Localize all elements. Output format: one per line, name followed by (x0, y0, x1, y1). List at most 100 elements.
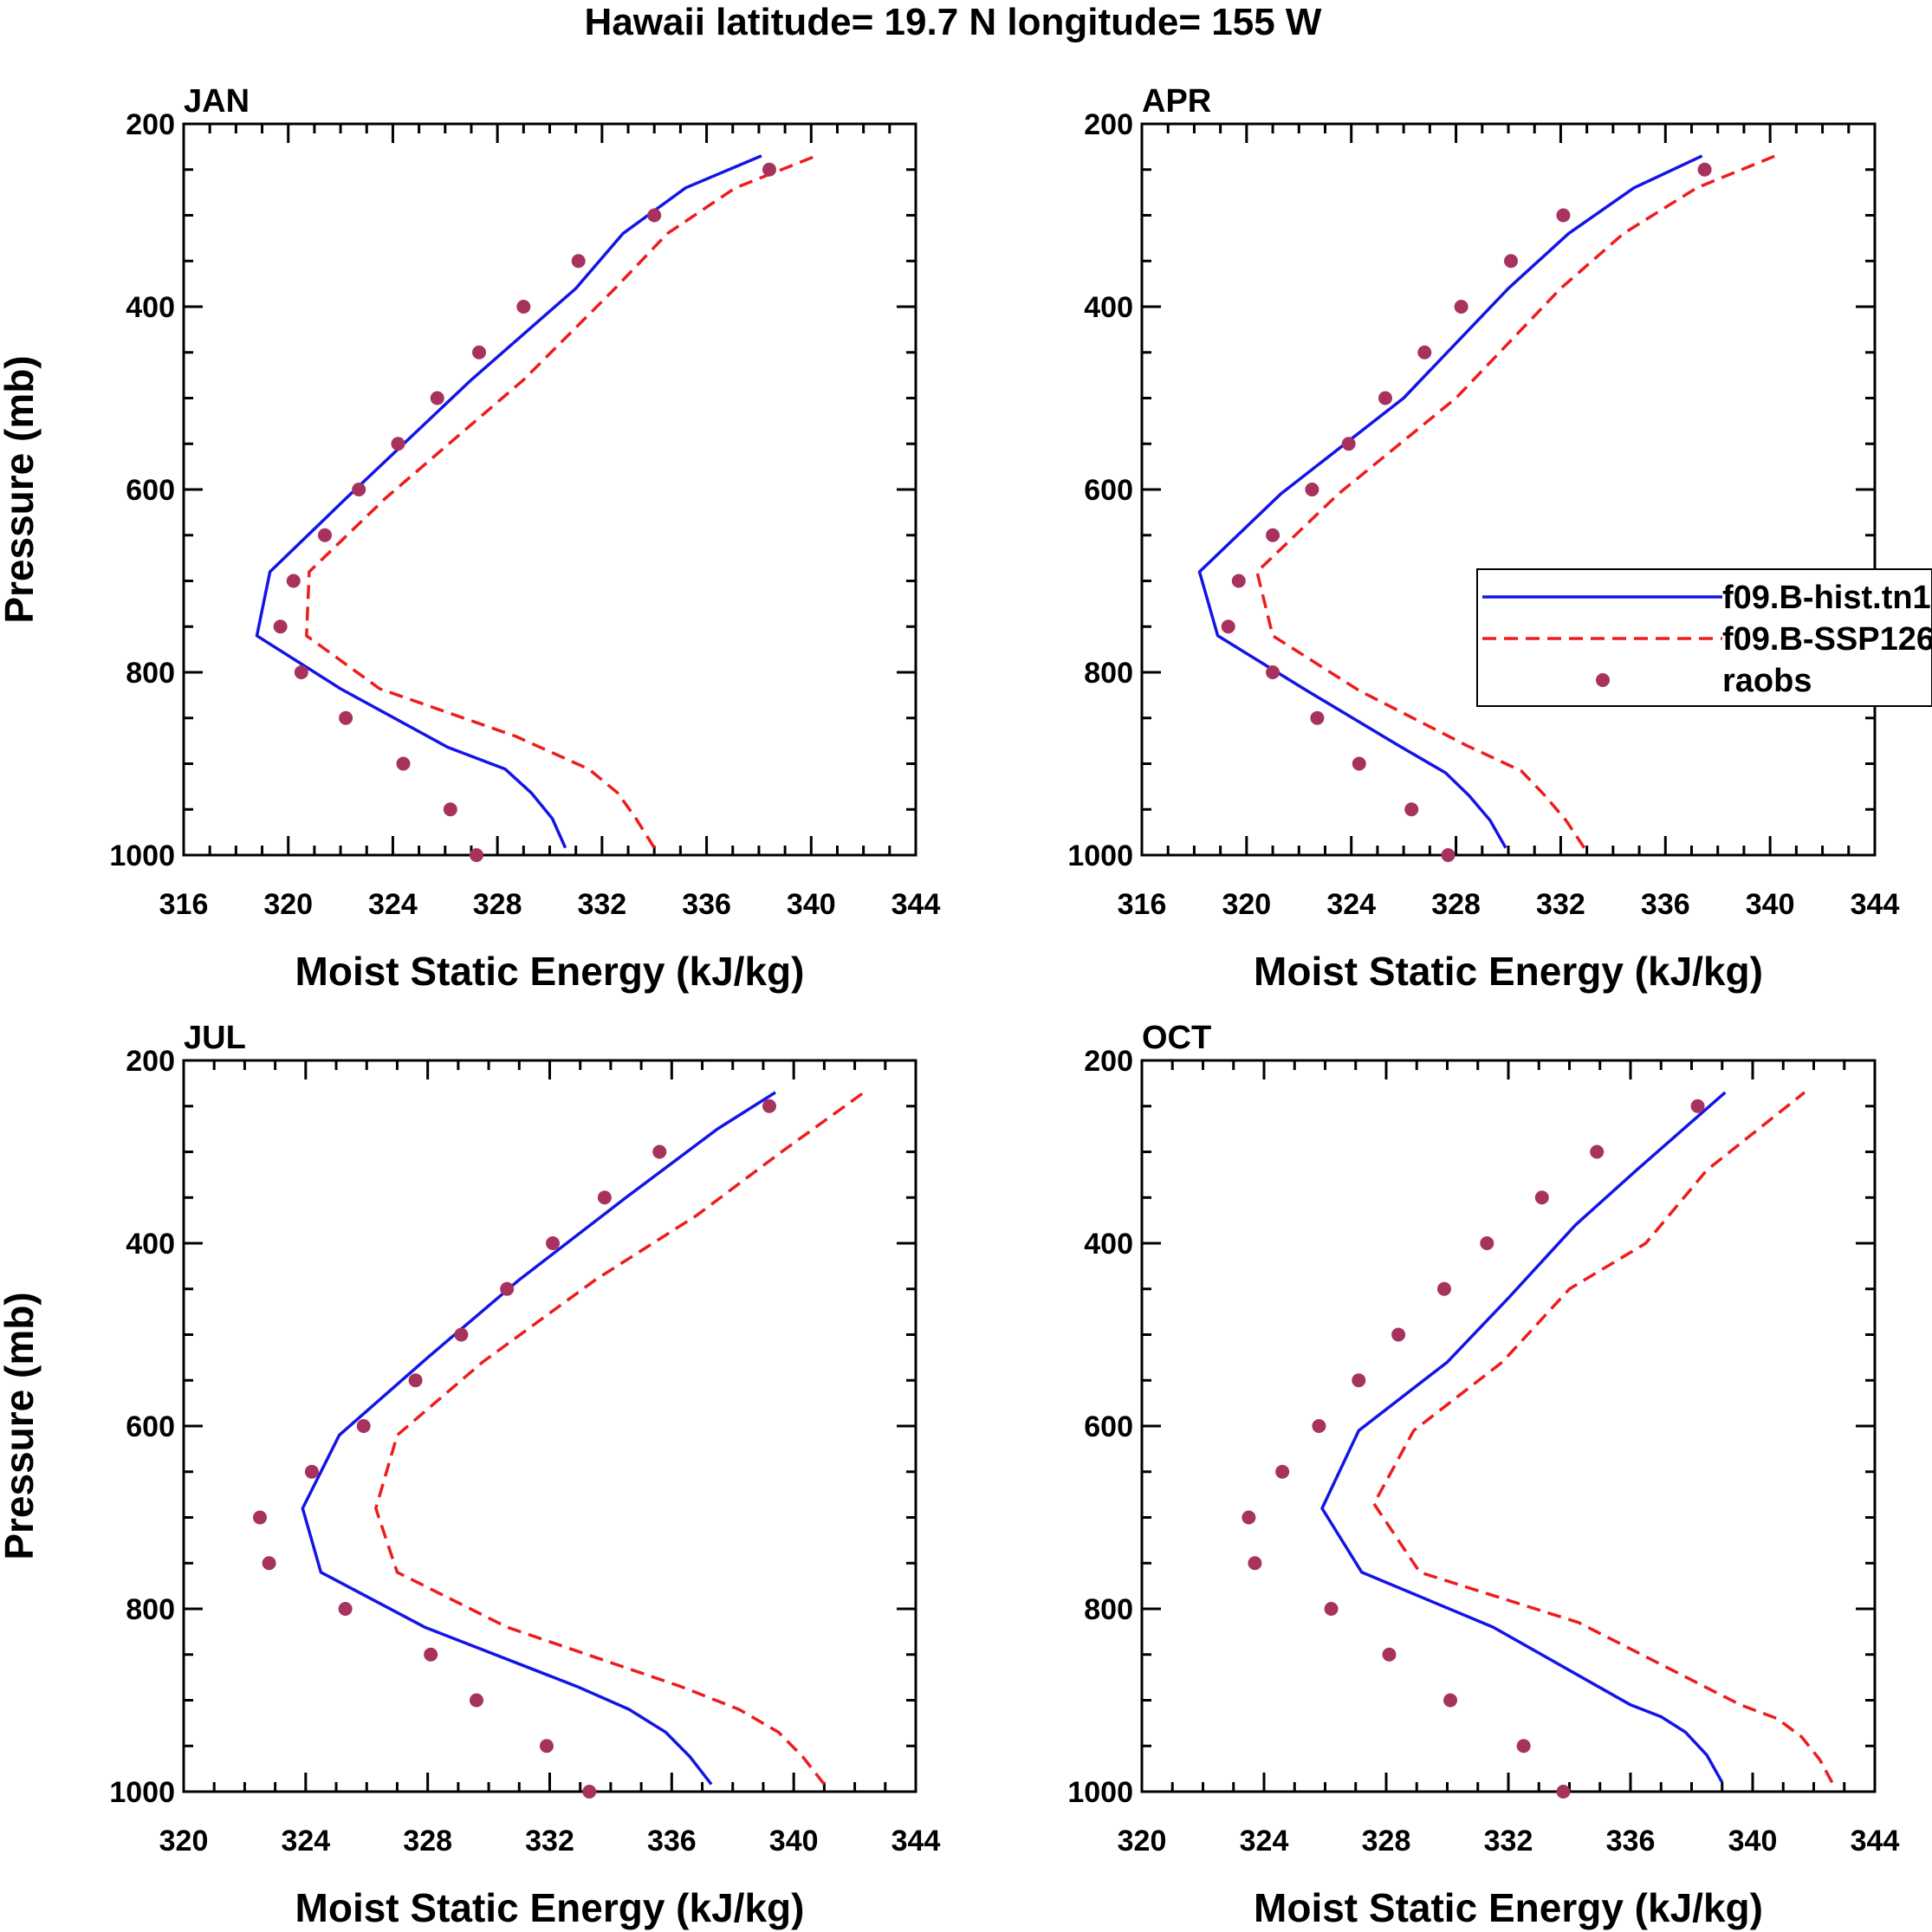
raobs-point (539, 1739, 554, 1754)
x-tick-label: 344 (1851, 1825, 1900, 1857)
x-tick-label: 328 (1431, 888, 1481, 921)
raobs-point (338, 1602, 353, 1616)
panel-title: JUL (184, 1020, 246, 1056)
x-tick-label: 332 (1536, 888, 1585, 921)
panel-oct: OCT 320 324 328 332 336 340 344 200 400 600 800 1000… (1067, 1020, 1899, 1930)
raobs-point (582, 1785, 597, 1799)
legend: f09.B-hist.tn15.cmip f09.B-SSP126.ss10 rao… (1476, 568, 1932, 707)
x-tick-label: 324 (1326, 888, 1376, 921)
x-axis-label: Moist Static Energy (kJ/kg) (295, 1885, 805, 1930)
raobs-point (1690, 1099, 1705, 1113)
raobs-point (1436, 1281, 1451, 1296)
raobs-point (1341, 437, 1356, 451)
raobs-point (470, 1693, 483, 1708)
raobs-point (1312, 1419, 1326, 1433)
raobs-point (1221, 619, 1235, 634)
raobs-point (273, 619, 288, 634)
x-tick-label: 332 (525, 1825, 574, 1857)
ssp126-line (1255, 154, 1776, 849)
x-tick-label: 344 (891, 1825, 941, 1857)
raobs-point (1516, 1739, 1531, 1754)
y-tick-label: 600 (1084, 1410, 1133, 1443)
raobs-point (500, 1281, 515, 1296)
raobs-point (304, 1464, 319, 1479)
x-tick-label: 328 (403, 1825, 452, 1857)
x-tick-label: 340 (1746, 888, 1795, 921)
raobs-point (294, 665, 308, 679)
x-axis-label: Moist Static Energy (kJ/kg) (1254, 1885, 1763, 1930)
raobs-point (1590, 1144, 1605, 1159)
y-tick-label: 800 (126, 1593, 175, 1626)
raobs-point (454, 1327, 469, 1342)
raobs-point (571, 254, 586, 269)
plot-frame (1140, 1059, 1877, 1793)
raobs-point (1556, 1785, 1571, 1799)
ssp126-line (1372, 1091, 1834, 1784)
raobs-point (1310, 710, 1325, 725)
raobs-point (1480, 1236, 1494, 1250)
raobs-point (647, 208, 662, 223)
raobs-point (1352, 756, 1366, 771)
raobs-point (1266, 528, 1280, 542)
raobs-point (762, 162, 776, 177)
y-tick-label: 1000 (1067, 840, 1133, 872)
x-tick-label: 332 (1484, 1825, 1533, 1857)
raobs-point (597, 1190, 612, 1205)
raobs-point (1275, 1464, 1290, 1479)
y-tick-label: 400 (1084, 1228, 1133, 1261)
raobs-point (652, 1144, 667, 1159)
panel-jan: JAN 316 320 324 328 332 336 340 344 200 400 600 800 1… (0, 83, 940, 994)
raobs-point (1352, 1373, 1366, 1388)
hist-line (301, 1091, 776, 1786)
raobs-point (1443, 1693, 1458, 1708)
raobs-point (470, 848, 483, 862)
raobs-point (356, 1419, 371, 1433)
hist-line (1197, 154, 1703, 849)
raobs-point (472, 345, 487, 360)
y-tick-label: 1000 (109, 840, 175, 872)
raobs-point (762, 1099, 776, 1113)
raobs-point (1441, 848, 1455, 862)
raobs-point (1248, 1556, 1262, 1571)
x-tick-label: 320 (1222, 888, 1271, 921)
y-tick-label: 1000 (1067, 1776, 1133, 1809)
raobs-point (424, 1647, 438, 1662)
raobs-point (391, 437, 405, 451)
raobs-point (352, 483, 366, 496)
x-tick-label: 332 (577, 888, 626, 921)
hist-line (1320, 1091, 1727, 1784)
raobs-point (1324, 1602, 1339, 1616)
y-tick-label: 600 (1084, 474, 1133, 507)
x-tick-label: 328 (473, 888, 522, 921)
plot-frame (1140, 122, 1877, 857)
ssp126-line (374, 1091, 866, 1786)
y-tick-label: 800 (126, 657, 175, 690)
raobs-point (1417, 345, 1432, 360)
legend-label: f09.B-SSP126.ss10 (1722, 621, 1932, 658)
x-tick-label: 344 (1851, 888, 1900, 921)
raobs-point (286, 574, 301, 588)
x-tick-label: 336 (1606, 1825, 1656, 1857)
y-tick-label: 400 (126, 291, 175, 324)
raobs-point (516, 300, 531, 314)
legend-label: raobs (1722, 663, 1812, 699)
raobs-point (408, 1373, 423, 1388)
raobs-point (430, 391, 444, 405)
y-tick-label: 800 (1084, 1593, 1133, 1626)
x-tick-label: 336 (647, 1825, 697, 1857)
y-tick-label: 800 (1084, 657, 1133, 690)
raobs-point (1305, 483, 1319, 496)
y-tick-label: 400 (1084, 291, 1133, 324)
x-tick-label: 336 (1641, 888, 1690, 921)
y-tick-label: 1000 (109, 1776, 175, 1809)
panel-title: OCT (1142, 1020, 1211, 1056)
panel-title: JAN (184, 83, 250, 120)
raobs-point (1454, 300, 1468, 314)
y-tick-label: 600 (126, 1410, 175, 1443)
raobs-point (1242, 1510, 1256, 1525)
x-axis-label: Moist Static Energy (kJ/kg) (295, 949, 805, 994)
y-tick-label: 600 (126, 474, 175, 507)
x-tick-label: 328 (1362, 1825, 1411, 1857)
x-axis-label: Moist Static Energy (kJ/kg) (1254, 949, 1763, 994)
